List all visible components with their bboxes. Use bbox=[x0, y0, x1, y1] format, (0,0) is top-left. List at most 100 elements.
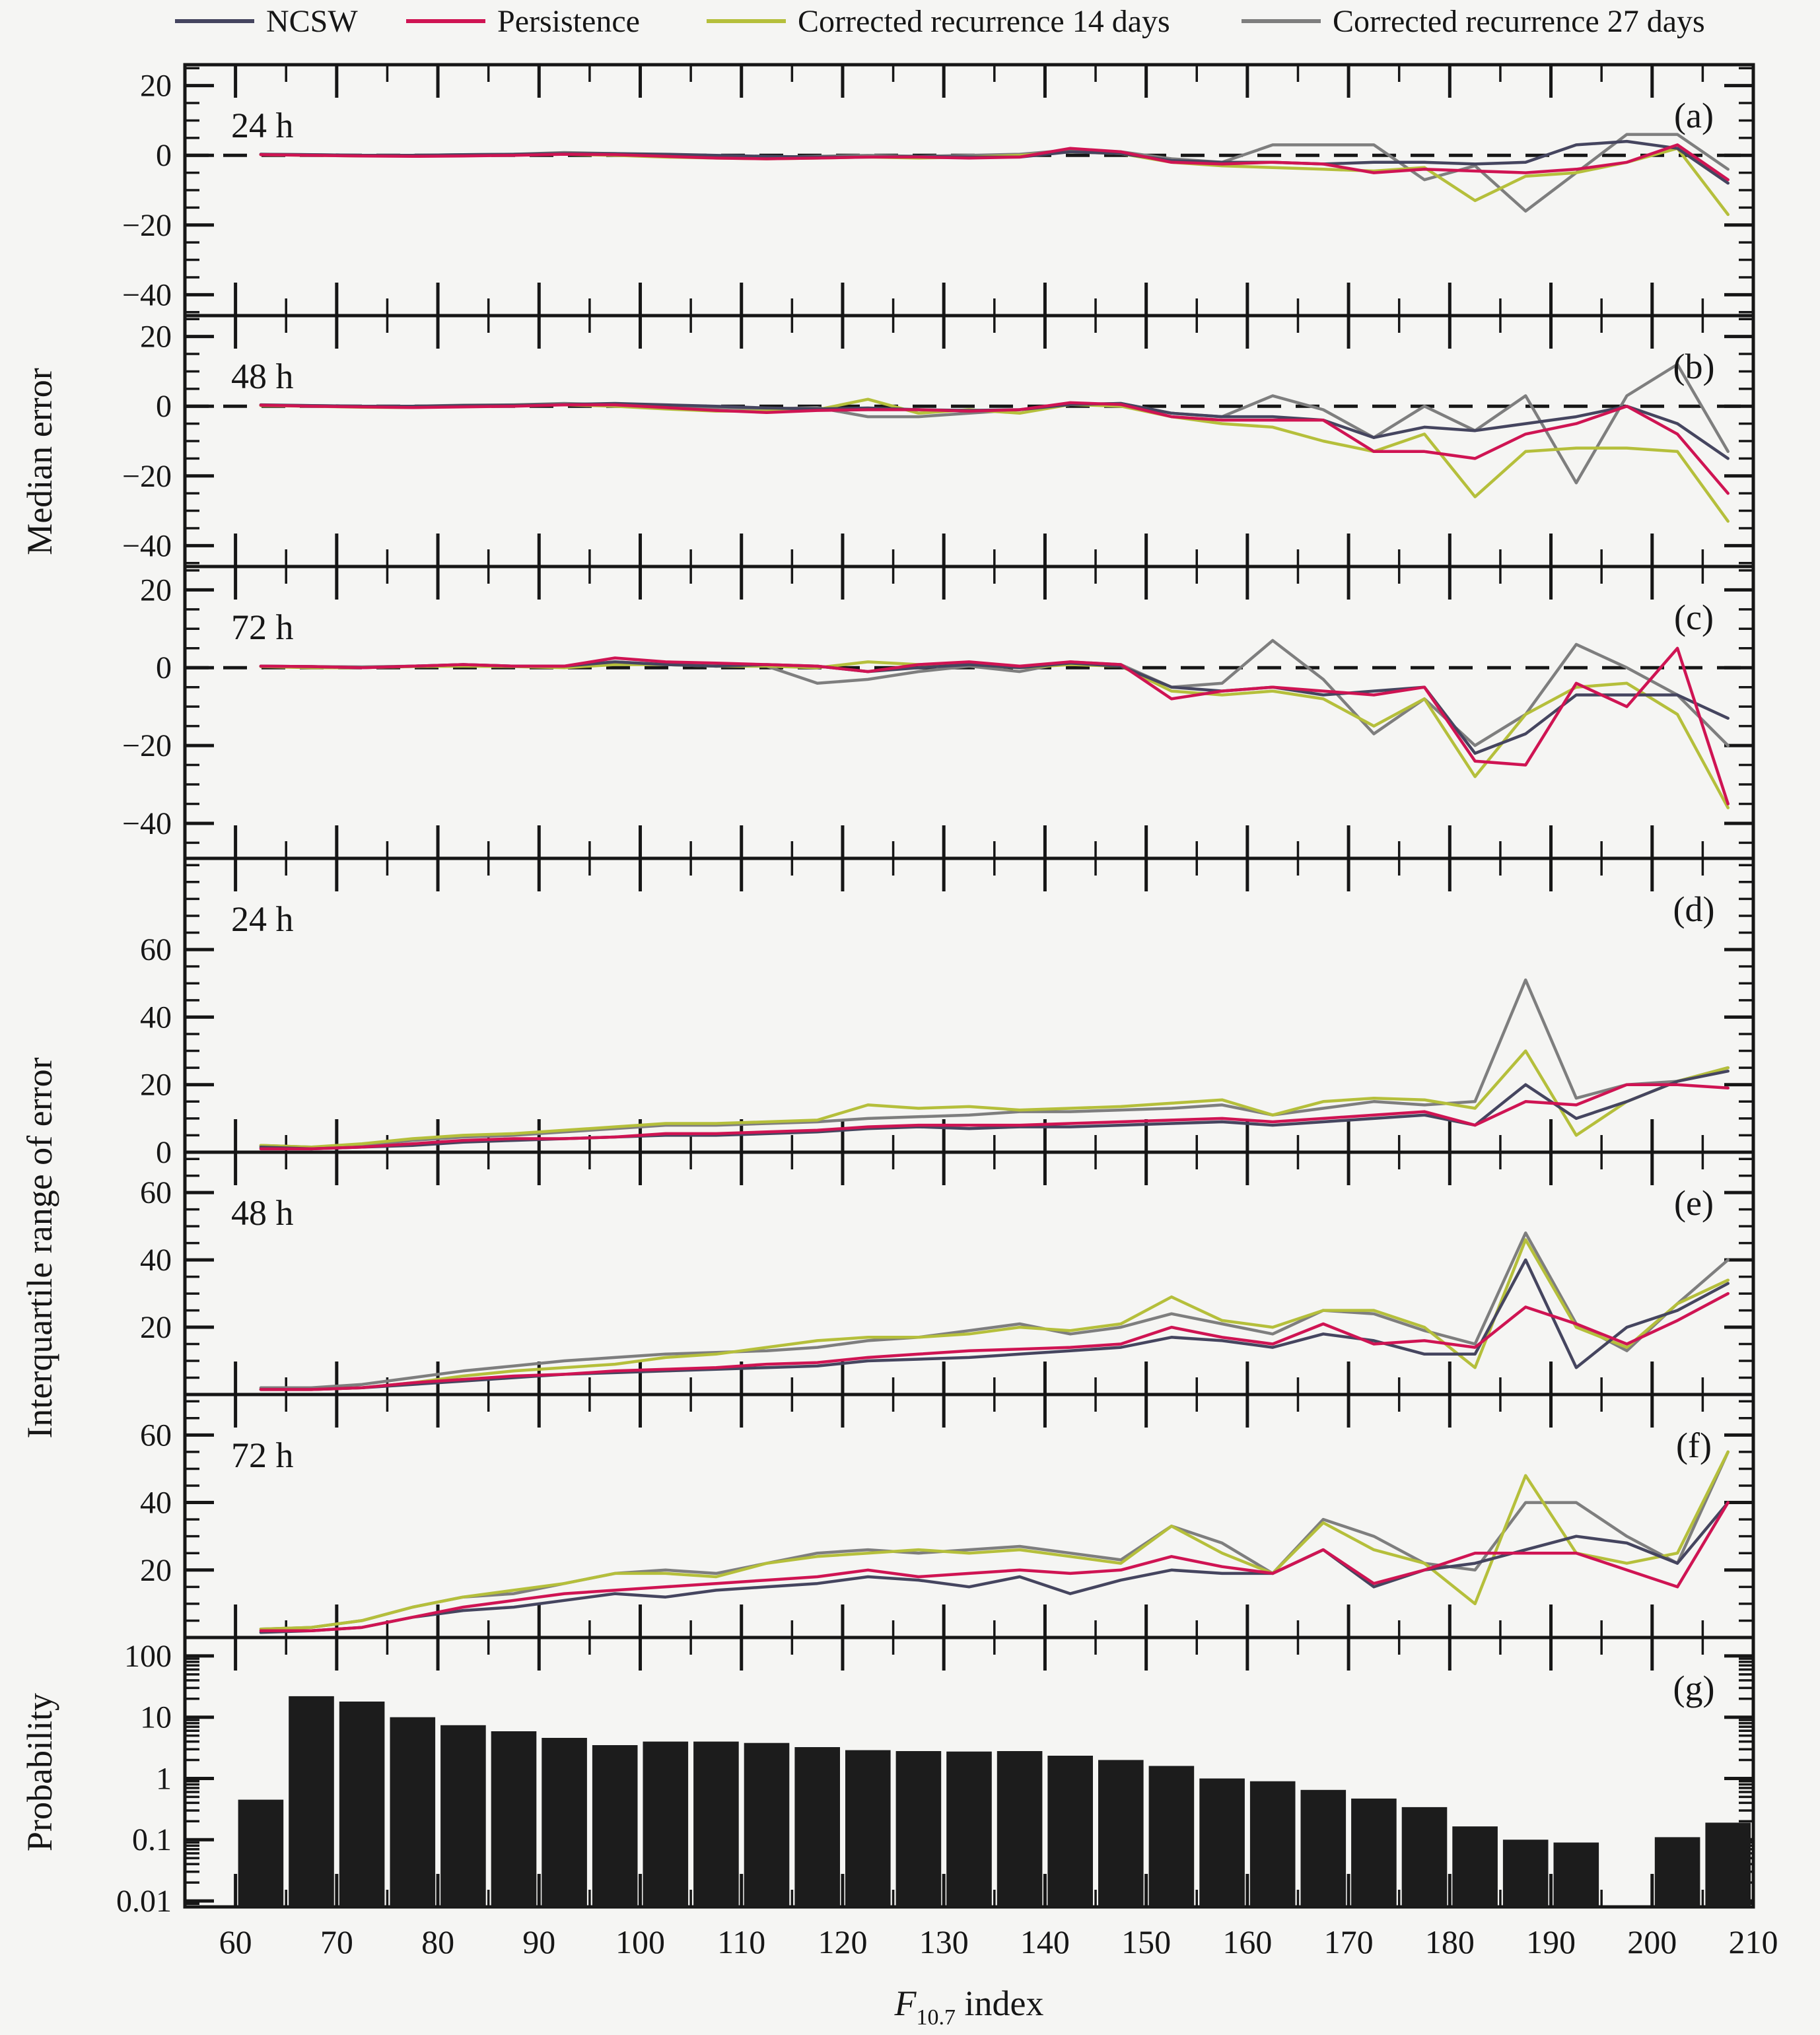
x-tick-label: 180 bbox=[1425, 1923, 1475, 1960]
panel-d-y-ticks bbox=[185, 864, 1753, 1154]
probability-bar bbox=[1654, 1837, 1700, 1907]
x-tick-label: 140 bbox=[1020, 1923, 1070, 1960]
panel-a: 20 0 −20 −40 24 h (a) bbox=[122, 63, 1755, 318]
panel-d-y-tick-labels: 60 40 20 0 bbox=[140, 932, 172, 1170]
x-tick-label: 130 bbox=[919, 1923, 969, 1960]
series-corr27-panel-e bbox=[259, 1231, 1730, 1390]
y-tick-label: −40 bbox=[122, 277, 172, 312]
panel-f-y-tick-labels: 60 40 20 bbox=[140, 1418, 172, 1587]
y-tick-label: 20 bbox=[140, 1068, 172, 1103]
probability-bar bbox=[744, 1742, 790, 1907]
x-tick-label: 200 bbox=[1627, 1923, 1677, 1960]
probability-bar bbox=[491, 1731, 537, 1907]
panel-g: 100 10 1 0.1 0.01 (g) bbox=[116, 1636, 1755, 1919]
panel-b-x-ticks bbox=[234, 316, 1704, 567]
y-tick-label: 0.01 bbox=[116, 1884, 172, 1919]
x-tick-label: 150 bbox=[1121, 1923, 1171, 1960]
probability-bar bbox=[794, 1747, 840, 1907]
y-tick-label: 20 bbox=[140, 69, 172, 104]
panel-f-y-ticks bbox=[185, 1400, 1753, 1622]
x-tick-label: 190 bbox=[1526, 1923, 1576, 1960]
legend: NCSW Persistence Corrected recurrence 14 d… bbox=[175, 4, 1705, 39]
y-tick-label: −40 bbox=[122, 806, 172, 841]
series-persistence-panel-a bbox=[259, 143, 1730, 182]
series-corr14-panel-d bbox=[259, 1049, 1730, 1149]
legend-item-ncsw: NCSW bbox=[175, 4, 358, 39]
probability-bar bbox=[1705, 1822, 1751, 1907]
legend-item-corr14: Corrected recurrence 14 days bbox=[707, 4, 1170, 39]
y-tick-label: 0 bbox=[156, 138, 172, 173]
y-tick-label: 20 bbox=[140, 572, 172, 607]
probability-bar bbox=[1148, 1766, 1195, 1907]
y-tick-label: 20 bbox=[140, 1553, 172, 1588]
legend-item-corr27: Corrected recurrence 27 days bbox=[1242, 4, 1705, 39]
panel-b-letter: (b) bbox=[1673, 347, 1715, 386]
panel-g-x-ticks bbox=[234, 1638, 1704, 1907]
legend-label-corr27: Corrected recurrence 27 days bbox=[1333, 4, 1705, 39]
probability-bar bbox=[542, 1738, 587, 1907]
series-persistence-panel-b bbox=[259, 401, 1730, 495]
y-tick-label: −20 bbox=[122, 728, 172, 763]
probability-bar bbox=[1300, 1789, 1347, 1907]
panel-c-x-ticks bbox=[234, 567, 1704, 858]
panel-e-horizon-label: 48 h bbox=[231, 1193, 294, 1233]
y-tick-label: 60 bbox=[140, 1175, 172, 1210]
panel-e-y-tick-labels: 60 40 20 bbox=[140, 1175, 172, 1345]
legend-label-ncsw: NCSW bbox=[266, 4, 358, 39]
y-tick-label: 20 bbox=[140, 320, 172, 355]
y-tick-label: 40 bbox=[140, 1000, 172, 1035]
series-persistence-panel-f bbox=[259, 1501, 1730, 1633]
panel-a-letter: (a) bbox=[1674, 96, 1714, 135]
probability-bar bbox=[592, 1745, 638, 1907]
y-tick-label: −20 bbox=[122, 459, 172, 494]
x-axis-title: F10.7 index bbox=[894, 1983, 1044, 2030]
y-axis-title-median-error: Median error bbox=[20, 368, 59, 555]
probability-bar bbox=[1047, 1756, 1093, 1907]
panel-f-x-ticks bbox=[234, 1395, 1704, 1638]
panel-c-y-tick-labels: 20 0 −20 −40 bbox=[122, 572, 172, 841]
probability-bar bbox=[339, 1702, 385, 1907]
probability-bar bbox=[238, 1799, 284, 1907]
probability-bar bbox=[289, 1696, 334, 1907]
y-tick-label: 20 bbox=[140, 1310, 172, 1345]
probability-bar bbox=[895, 1751, 942, 1907]
panel-e-x-ticks bbox=[234, 1152, 1704, 1395]
probability-bar bbox=[1249, 1781, 1296, 1907]
panel-b: 20 0 −20 −40 48 h (b) bbox=[122, 314, 1755, 569]
panel-b-horizon-label: 48 h bbox=[231, 357, 294, 396]
x-tick-label: 110 bbox=[717, 1923, 765, 1960]
panel-g-y-tick-labels: 100 10 1 0.1 0.01 bbox=[116, 1639, 172, 1919]
panel-a-y-ticks bbox=[185, 67, 1753, 314]
panel-f-letter: (f) bbox=[1676, 1426, 1712, 1465]
x-tick-label: 170 bbox=[1324, 1923, 1374, 1960]
probability-bars bbox=[238, 1696, 1751, 1907]
panel-c-letter: (c) bbox=[1674, 598, 1714, 637]
legend-label-corr14: Corrected recurrence 14 days bbox=[798, 4, 1170, 39]
series-ncsw-panel-e bbox=[259, 1258, 1730, 1391]
probability-bar bbox=[997, 1751, 1043, 1907]
series-ncsw-panel-d bbox=[259, 1069, 1730, 1151]
y-tick-label: 60 bbox=[140, 1418, 172, 1453]
y-tick-label: 40 bbox=[140, 1486, 172, 1521]
x-tick-label: 100 bbox=[615, 1923, 665, 1960]
probability-bar bbox=[1401, 1807, 1448, 1907]
panel-d: 60 40 20 0 24 h (d) bbox=[140, 856, 1755, 1170]
series-corr27-panel-d bbox=[259, 978, 1730, 1149]
panel-b-y-tick-labels: 20 0 −20 −40 bbox=[122, 320, 172, 564]
panel-c: 20 0 −20 −40 72 h (c) bbox=[122, 565, 1755, 860]
x-tick-label: 160 bbox=[1222, 1923, 1272, 1960]
y-tick-label: 10 bbox=[140, 1700, 172, 1735]
y-tick-label: 1 bbox=[156, 1761, 172, 1796]
y-tick-label: 40 bbox=[140, 1243, 172, 1278]
probability-bar bbox=[643, 1741, 689, 1907]
legend-label-persistence: Persistence bbox=[497, 4, 640, 39]
y-tick-label: 0 bbox=[156, 650, 172, 685]
panel-d-horizon-label: 24 h bbox=[231, 899, 294, 939]
axis-titles: Median error Interquartile range of error… bbox=[20, 368, 59, 1851]
series-corr27-panel-f bbox=[259, 1450, 1730, 1631]
probability-bar bbox=[693, 1741, 739, 1907]
series-ncsw-panel-f bbox=[259, 1501, 1730, 1634]
